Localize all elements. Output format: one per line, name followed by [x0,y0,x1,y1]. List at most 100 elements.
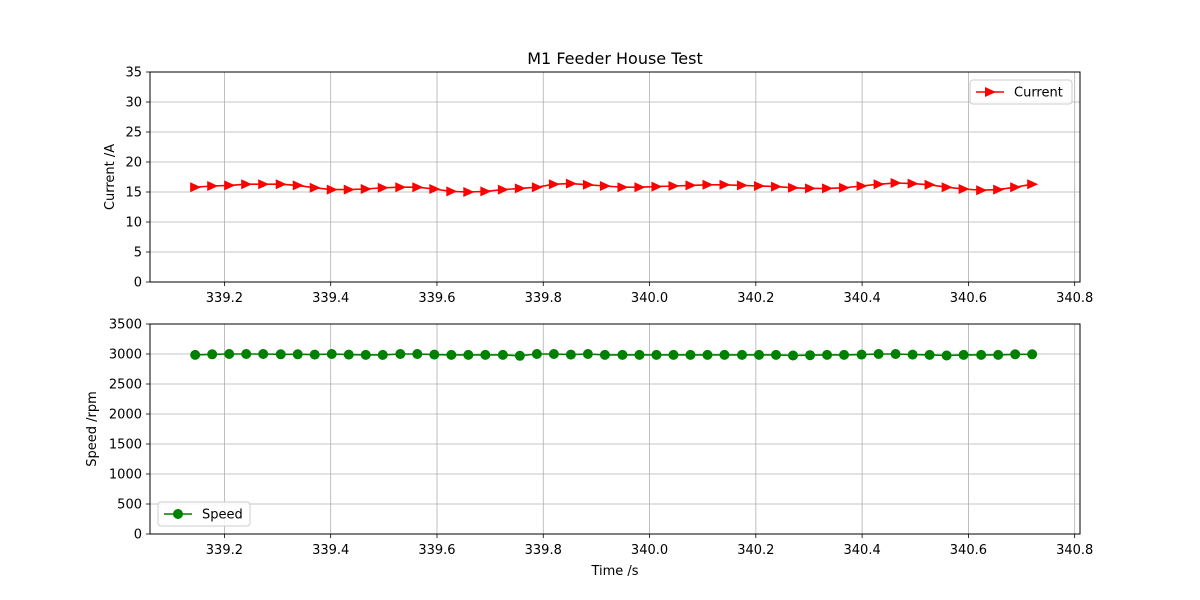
speed-data-point [582,349,593,359]
current-data-point [822,183,834,194]
current-data-point [976,185,988,196]
x-tick-label: 339.8 [525,543,562,558]
current-data-point [599,181,611,191]
speed-data-point [873,349,884,359]
current-data-point [924,179,936,190]
x-tick-label: 340.4 [844,543,881,558]
speed-data-point [856,349,867,360]
current-data-point [856,181,868,191]
speed-data-point [412,349,423,359]
current-data-point [582,179,594,190]
current-data-point [207,181,219,191]
current-data-point [890,178,902,188]
legend-box [969,79,1073,105]
x-tick-label: 339.2 [206,291,243,306]
x-tick-label: 340.8 [1056,291,1093,306]
y-tick-label: 3500 [109,318,142,333]
speed-data-point [548,349,559,359]
speed-data-point [924,349,935,360]
speed-data-point [754,349,765,360]
speed-plot-panel: Time /s Speed /rpm 339.2 339.4 339.6 339.8 3… [85,318,1093,580]
legend-label: Current [1014,86,1063,101]
y-tick-label: 500 [117,498,142,513]
speed-data-point [702,349,713,360]
current-data-point [343,184,355,195]
speed-axes-frame [149,323,1081,535]
speed-data-point [651,349,662,360]
current-data-point [326,184,338,195]
y-tick-label: 20 [125,156,142,171]
speed-data-point [958,349,969,360]
current-data-point [839,182,851,193]
current-data-point [377,182,389,193]
current-data-point [190,182,202,193]
current-data-point [788,182,800,193]
y-tick-label: 0 [134,528,142,543]
speed-data-point [685,349,696,360]
speed-data-point [771,349,782,360]
x-tick-label: 339.6 [418,543,455,558]
speed-data-point [1027,349,1038,360]
speed-y-axis-label: Speed /rpm [85,391,100,467]
x-tick-label: 340.6 [950,291,987,306]
current-data-point [395,182,407,193]
current-axes-frame [149,71,1081,283]
speed-data-point [890,349,901,359]
y-tick-label: 15 [125,186,142,201]
speed-data-point [326,349,337,359]
speed-data-point [788,350,799,361]
current-data-point [617,182,629,193]
y-tick-label: 2500 [109,378,142,393]
current-data-point [993,184,1005,195]
legend-box [157,501,251,527]
x-tick-label: 339.4 [312,291,349,306]
x-tick-label: 339.8 [525,291,562,306]
speed-data-point [599,349,610,360]
current-data-point [548,179,560,190]
y-tick-label: 30 [125,96,142,111]
current-data-point [360,184,372,194]
x-tick-label: 340.8 [1056,543,1093,558]
current-data-point [565,178,577,189]
y-tick-label: 1500 [109,438,142,453]
current-plot-panel: M1 Feeder House Test Current /A 339.2 339… [103,49,1093,306]
speed-data-point [429,349,440,360]
current-data-point [258,179,270,190]
speed-data-point [941,350,952,361]
speed-data-point [993,349,1004,360]
x-tick-label: 340.0 [631,543,668,558]
speed-data-point [446,349,457,360]
speed-data-point [719,349,730,360]
current-data-point [634,182,646,193]
speed-data-point [241,349,252,359]
speed-data-point [634,349,645,360]
current-data-point [241,179,253,190]
legend-marker [985,87,996,97]
y-tick-label: 3000 [109,348,142,363]
speed-data-point [258,349,269,359]
speed-data-point [395,349,406,359]
speed-data-point [292,349,303,360]
current-data-point [309,182,321,193]
speed-data-point [497,349,508,360]
current-y-axis-label: Current /A [103,144,118,210]
speed-legend: Speed [157,501,251,527]
current-data-point [754,181,766,191]
current-data-point [429,184,441,194]
speed-data-point [463,349,474,360]
legend-label: Speed [202,508,243,523]
x-tick-label: 340.4 [844,291,881,306]
current-data-point [412,182,424,193]
speed-data-point [737,349,748,360]
speed-data-point [207,349,218,360]
legend-marker [173,509,183,519]
current-data-point [514,183,526,194]
speed-data-point [565,349,576,360]
speed-data-point [822,349,833,360]
current-data-point [737,180,749,191]
x-tick-label: 339.2 [206,543,243,558]
speed-data-point [480,349,491,360]
speed-data-point [514,350,525,361]
current-data-point [873,179,885,190]
y-tick-label: 35 [125,66,142,81]
